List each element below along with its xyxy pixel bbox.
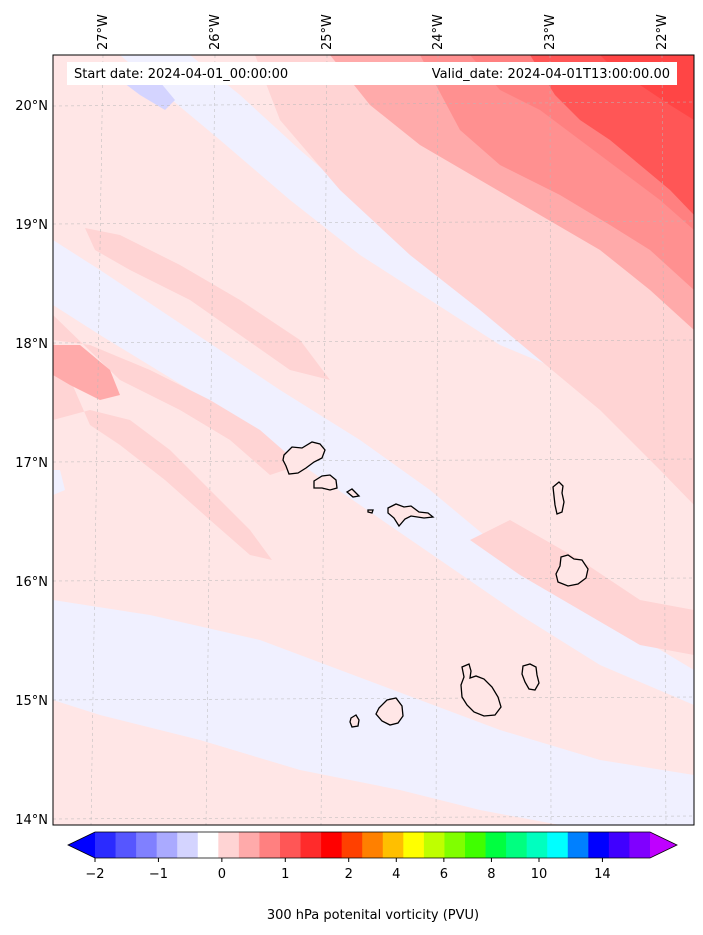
colorbar-segment bbox=[280, 832, 302, 858]
colorbar-segment bbox=[567, 832, 589, 858]
colorbar-segment bbox=[136, 832, 158, 858]
colorbar-segment bbox=[588, 832, 610, 858]
colorbar-segment bbox=[526, 832, 548, 858]
negative-pv-band bbox=[53, 470, 65, 495]
colorbar-segment bbox=[362, 832, 384, 858]
island-branco bbox=[367, 509, 374, 514]
negative-pv-band bbox=[53, 240, 694, 705]
island-brava bbox=[349, 714, 360, 728]
lon-label: 23°W bbox=[543, 14, 558, 50]
lon-label: 27°W bbox=[96, 14, 111, 50]
colorbar-segment bbox=[465, 832, 487, 858]
negative-pv-band bbox=[120, 55, 560, 370]
colorbar-tick-label: 6 bbox=[440, 867, 448, 882]
lat-label: 15°N bbox=[15, 694, 48, 709]
lon-label: 26°W bbox=[208, 14, 223, 50]
colorbar-segment bbox=[218, 832, 240, 858]
colorbar-segment bbox=[300, 832, 322, 858]
island-santa-luzia bbox=[345, 488, 361, 498]
colorbar-segment bbox=[444, 832, 466, 858]
lat-label: 19°N bbox=[15, 218, 48, 233]
island-sao-nicolau bbox=[387, 503, 435, 528]
colorbar-tick-label: −1 bbox=[149, 867, 168, 882]
lat-label: 16°N bbox=[15, 575, 48, 590]
latitude-labels: 20°N 19°N 18°N 17°N 16°N 15°N 14°N bbox=[15, 99, 48, 828]
island-boa-vista bbox=[555, 554, 589, 587]
island-sao-vicente bbox=[313, 474, 338, 491]
colorbar-segment bbox=[485, 832, 507, 858]
positive-pv-band bbox=[470, 520, 694, 655]
colorbar-ticks: −2 −1 0 1 2 4 6 8 10 14 bbox=[85, 858, 611, 882]
colorbar-segment bbox=[156, 832, 178, 858]
vorticity-field bbox=[53, 55, 694, 825]
colorbar-segment bbox=[197, 832, 219, 858]
colorbar-tick-label: −2 bbox=[85, 867, 104, 882]
island-maio bbox=[521, 663, 540, 691]
colorbar-tick-label: 10 bbox=[531, 867, 548, 882]
colorbar-segment bbox=[547, 832, 569, 858]
valid-date-text: Valid_date: 2024-04-01T13:00:00.00 bbox=[432, 67, 670, 82]
coastlines bbox=[282, 441, 589, 728]
colorbar-segment bbox=[259, 832, 281, 858]
colorbar-tick-label: 4 bbox=[392, 867, 400, 882]
colorbar-tick-label: 14 bbox=[594, 867, 611, 882]
colorbar bbox=[67, 831, 678, 859]
colorbar-extend-max bbox=[650, 832, 677, 858]
lon-label: 22°W bbox=[655, 14, 670, 50]
colorbar-segment bbox=[608, 832, 630, 858]
colorbar-segment bbox=[423, 832, 445, 858]
colorbar-segment bbox=[115, 832, 137, 858]
island-sal bbox=[552, 481, 565, 515]
colorbar-segment bbox=[177, 832, 199, 858]
island-fogo bbox=[375, 697, 404, 726]
positive-pv-band bbox=[53, 345, 120, 400]
colorbar-tick-label: 2 bbox=[345, 867, 353, 882]
island-santiago bbox=[460, 663, 502, 717]
colorbar-segment bbox=[403, 832, 425, 858]
lon-label: 25°W bbox=[320, 14, 335, 50]
negative-pv-band bbox=[53, 600, 694, 825]
lat-label: 20°N bbox=[15, 99, 48, 114]
colorbar-segment bbox=[95, 832, 117, 858]
island-santo-antao bbox=[282, 441, 326, 475]
positive-pv-sector bbox=[530, 55, 694, 215]
colorbar-segment bbox=[321, 832, 343, 858]
colorbar-segment bbox=[506, 832, 528, 858]
longitude-labels: 27°W 26°W 25°W 24°W 23°W 22°W bbox=[96, 14, 670, 50]
lat-label: 14°N bbox=[15, 813, 48, 828]
positive-pv-band bbox=[53, 340, 272, 560]
colorbar-tick-label: 8 bbox=[487, 867, 495, 882]
map-frame bbox=[52, 54, 695, 826]
colorbar-tick-label: 0 bbox=[218, 867, 226, 882]
header-band bbox=[67, 62, 677, 85]
colorbar-extend-min bbox=[68, 832, 95, 858]
lat-label: 18°N bbox=[15, 337, 48, 352]
colorbar-tick-label: 1 bbox=[281, 867, 289, 882]
lat-label: 17°N bbox=[15, 456, 48, 471]
colorbar-segment bbox=[341, 832, 363, 858]
colorbar-segment bbox=[238, 832, 260, 858]
lon-label: 24°W bbox=[431, 14, 446, 50]
colorbar-segment bbox=[629, 832, 651, 858]
start-date-text: Start date: 2024-04-01_00:00:00 bbox=[74, 67, 288, 82]
positive-pv-band bbox=[85, 228, 330, 380]
colorbar-segment bbox=[382, 832, 404, 858]
gridlines bbox=[52, 54, 695, 826]
colorbar-label: 300 hPa potenital vorticity (PVU) bbox=[267, 908, 479, 923]
positive-pv-band bbox=[53, 315, 300, 475]
